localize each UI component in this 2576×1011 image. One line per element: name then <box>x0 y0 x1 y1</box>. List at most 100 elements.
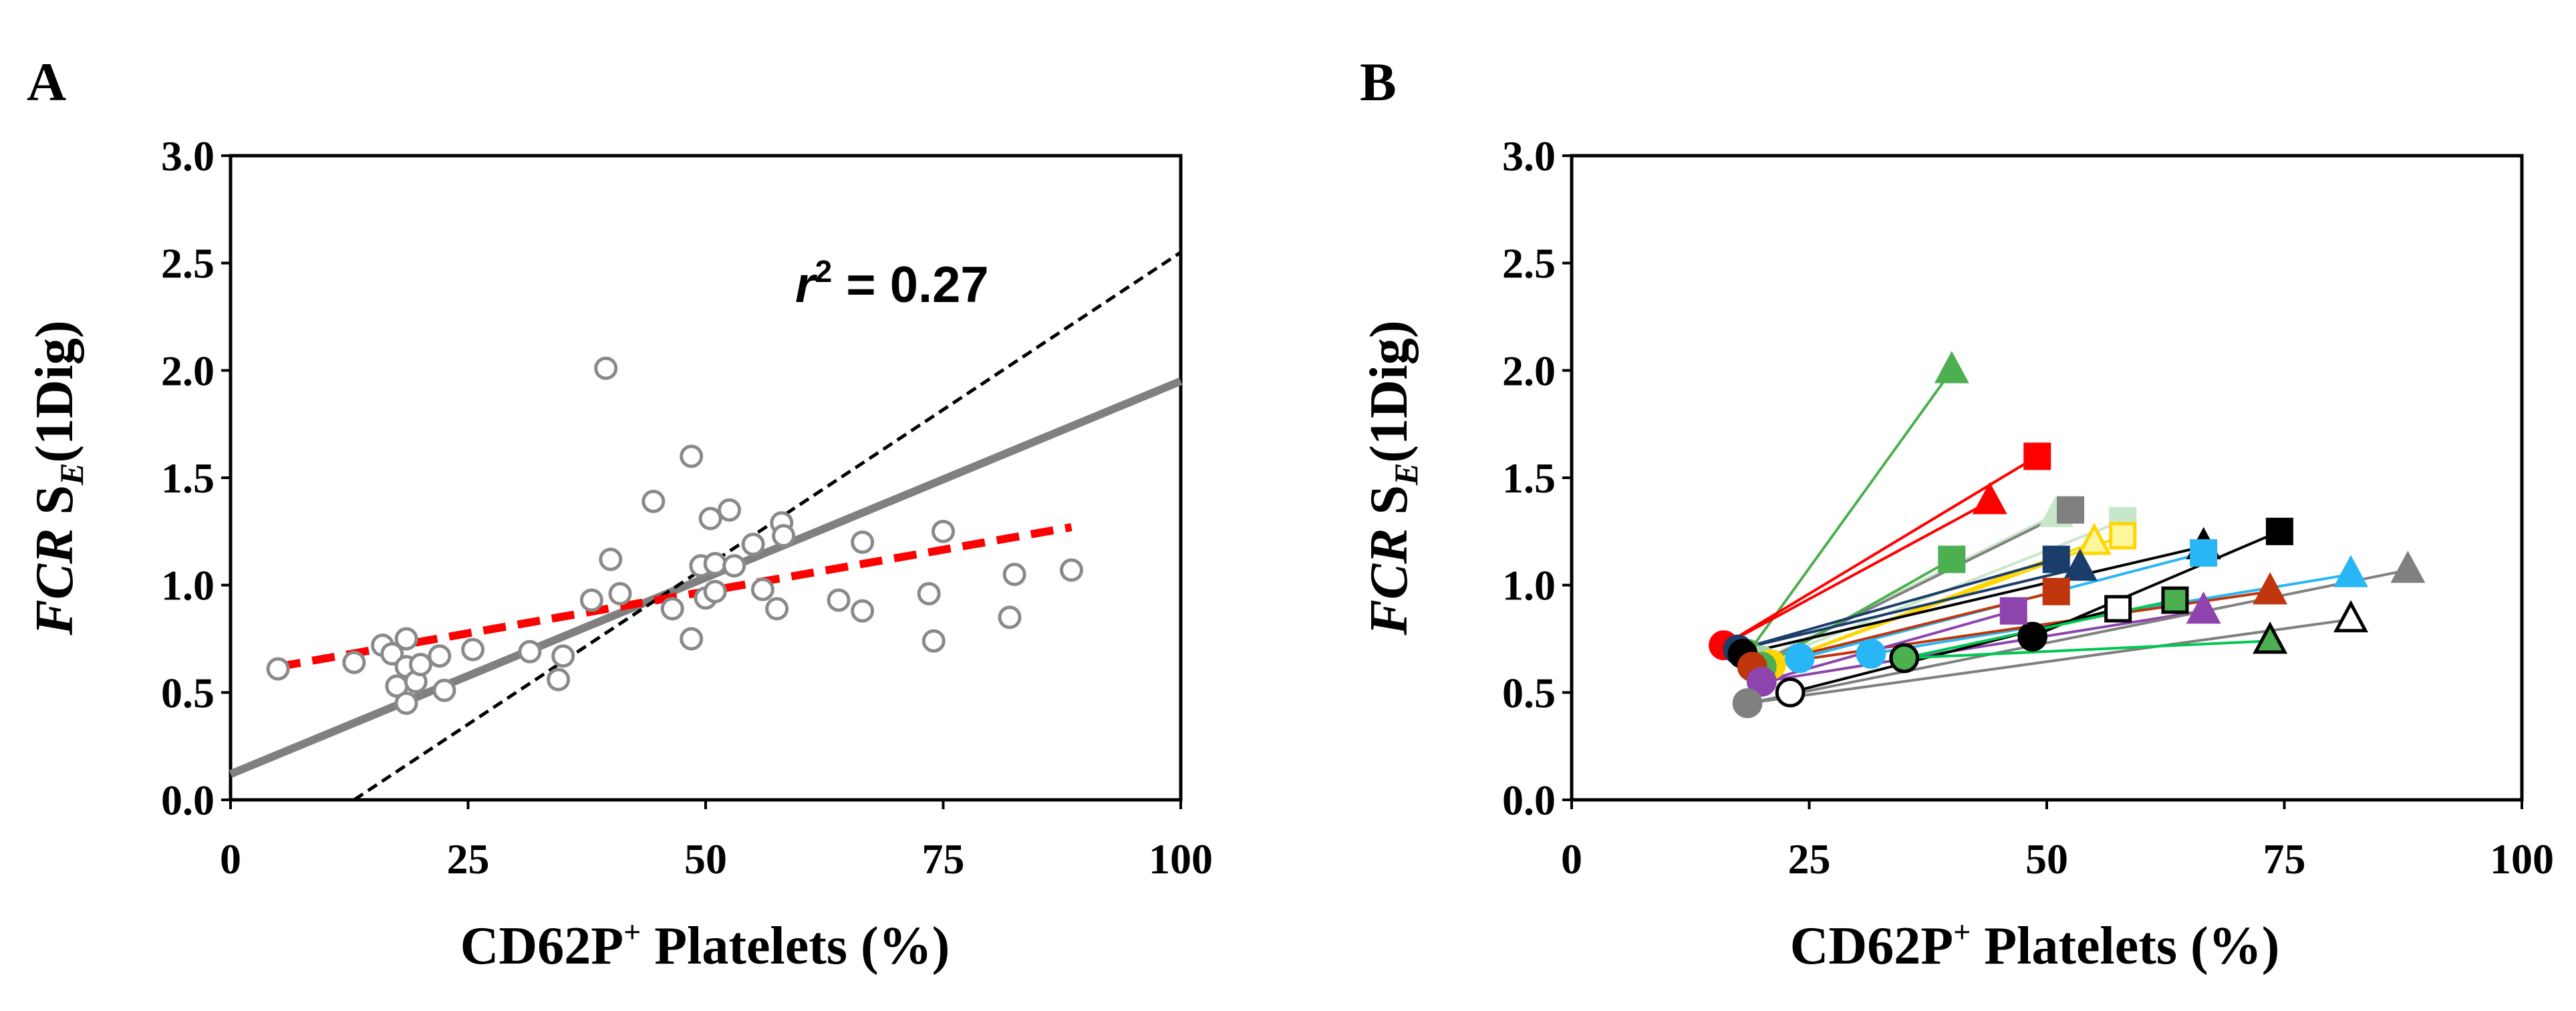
panel-b-y-axis-label: FCR SE(1Dig) <box>1360 320 1425 635</box>
x-label-main: CD62P <box>1790 917 1953 976</box>
data-marker-square <box>2104 595 2132 623</box>
panel-a: A 0.0 0.5 1.0 1.5 2.0 2.5 3.0 0 25 50 75 100 r2 = … <box>25 51 1213 976</box>
data-marker-square <box>2161 586 2189 614</box>
scatter-point <box>703 579 727 603</box>
x-label-rest: Platelets (%) <box>1971 917 2279 976</box>
y-tick-label: 3.0 <box>161 132 214 180</box>
y-tick-label: 2.5 <box>1502 240 1556 287</box>
scatter-point <box>461 637 485 662</box>
y-label-rest: (1Dig) <box>1360 320 1419 462</box>
data-marker-triangle <box>2333 600 2369 633</box>
data-marker-triangle <box>2253 621 2288 654</box>
x-tick-label: 75 <box>922 835 965 883</box>
panel-a-x-axis-label: CD62P+ Platelets (%) <box>460 915 950 976</box>
panel-b-letter: B <box>1360 51 1397 112</box>
scatter-point <box>851 599 875 623</box>
panel-a-y-ticks: 0.0 0.5 1.0 1.5 2.0 2.5 3.0 <box>161 132 231 824</box>
y-label-italic: FCR <box>25 529 84 636</box>
y-label-sub: E <box>1387 463 1425 486</box>
x-tick-label: 100 <box>1149 835 1213 883</box>
data-marker-triangle <box>1934 351 1969 384</box>
series-line <box>1761 513 2057 662</box>
r-symbol: r <box>795 257 818 313</box>
scatter-point <box>718 498 742 522</box>
series-line <box>1747 618 2351 705</box>
r-value: = 0.27 <box>832 257 989 313</box>
scatter-point <box>750 577 774 601</box>
x-label-sup: + <box>623 915 641 949</box>
scatter-point <box>266 657 290 681</box>
series-line <box>1723 455 2038 647</box>
y-tick-label: 1.0 <box>161 562 214 609</box>
scatter-point <box>827 588 851 612</box>
panel-a-points <box>266 356 1083 715</box>
scatter-point <box>432 678 456 702</box>
scatter-point <box>921 629 946 653</box>
scatter-point <box>342 650 366 674</box>
x-label-main: CD62P <box>460 917 623 976</box>
scatter-point <box>518 639 542 664</box>
scatter-point <box>551 644 575 668</box>
data-marker-circle <box>1784 643 1815 674</box>
r-superscript: 2 <box>815 254 833 289</box>
y-tick-label: 0.5 <box>161 669 214 716</box>
identity-line <box>353 251 1182 802</box>
r-squared-annotation: r2 = 0.27 <box>795 254 989 313</box>
scatter-point <box>608 582 632 606</box>
scatter-point <box>547 668 571 692</box>
data-marker-square <box>2057 496 2085 524</box>
series-line <box>1737 567 2081 652</box>
scatter-point <box>594 356 618 380</box>
y-label-sub: E <box>53 463 90 486</box>
scatter-point <box>703 552 727 576</box>
data-marker-square <box>1999 597 2027 625</box>
y-label-rest: (1Dig) <box>25 320 84 462</box>
x-tick-label: 25 <box>1788 835 1831 883</box>
data-marker-circle <box>1856 639 1886 669</box>
y-tick-label: 0.0 <box>161 776 214 824</box>
scatter-point <box>641 489 666 513</box>
y-label-italic: FCR <box>1360 529 1419 636</box>
data-marker-triangle <box>2062 548 2098 581</box>
data-marker-triangle <box>2390 551 2426 583</box>
series-line <box>1747 569 2408 705</box>
data-marker-triangle <box>2253 572 2288 605</box>
series-line <box>1723 500 1991 647</box>
series-line <box>1761 609 2204 684</box>
panel-b: B 0.0 0.5 1.0 1.5 2.0 2.5 3.0 0 25 50 75 100 CD62P… <box>1360 51 2554 976</box>
data-marker-triangle <box>2333 555 2369 587</box>
x-tick-label: 50 <box>684 835 727 883</box>
scatter-point <box>408 653 432 677</box>
y-tick-label: 3.0 <box>1502 132 1556 180</box>
data-marker-triangle <box>2077 523 2112 555</box>
x-tick-label: 0 <box>220 835 241 883</box>
y-tick-label: 0.0 <box>1502 776 1556 824</box>
panel-a-letter: A <box>27 51 66 112</box>
x-tick-label: 25 <box>447 835 490 883</box>
scatter-point <box>741 533 765 557</box>
scatter-point <box>394 627 418 651</box>
panel-b-y-ticks: 0.0 0.5 1.0 1.5 2.0 2.5 3.0 <box>1502 132 1572 824</box>
data-marker-circle <box>1889 643 1919 674</box>
series-line <box>1904 639 2271 660</box>
scatter-point <box>772 524 796 548</box>
data-marker-triangle <box>1972 482 2007 515</box>
panel-a-x-ticks: 0 25 50 75 100 <box>220 800 1213 883</box>
panel-b-x-ticks: 0 25 50 75 100 <box>1561 800 2554 883</box>
y-tick-label: 2.0 <box>161 347 214 394</box>
scatter-point <box>428 644 452 668</box>
x-tick-label: 50 <box>2025 835 2068 883</box>
scatter-point <box>851 530 875 554</box>
scatter-point <box>394 691 418 715</box>
panel-a-y-axis-label: FCR SE(1Dig) <box>25 320 90 635</box>
scatter-point <box>998 605 1022 629</box>
data-marker-circle <box>1775 678 1806 708</box>
scatter-point <box>765 597 789 621</box>
scatter-point <box>599 547 623 571</box>
data-marker-square <box>2109 522 2137 550</box>
scatter-point <box>1002 563 1026 587</box>
data-marker-circle <box>1747 666 1777 697</box>
data-marker-square <box>2042 545 2070 573</box>
x-tick-label: 100 <box>2490 835 2554 883</box>
